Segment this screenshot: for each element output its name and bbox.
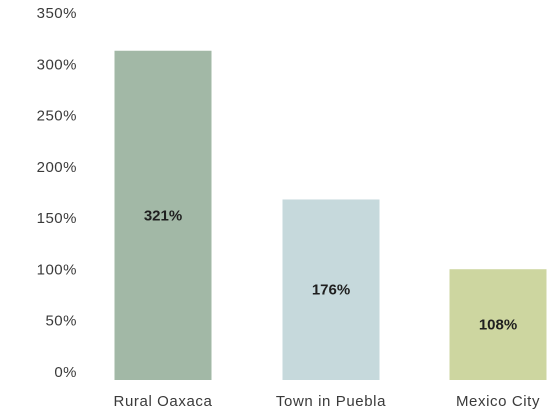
- y-tick-label: 150%: [37, 210, 77, 227]
- x-category-label: Rural Oaxaca: [114, 393, 213, 410]
- bar: [282, 199, 380, 380]
- y-tick-label: 100%: [37, 261, 77, 278]
- x-category-label: Mexico City: [456, 393, 540, 410]
- bar: [114, 50, 212, 380]
- bar: [449, 269, 547, 380]
- y-tick-label: 200%: [37, 159, 77, 176]
- bar-value-label: 108%: [479, 317, 517, 334]
- y-tick-label: 250%: [37, 108, 77, 125]
- y-axis: 0% 50% 100% 150% 200% 250% 300% 350%: [37, 5, 77, 381]
- y-tick-label: 300%: [37, 56, 77, 73]
- bar-value-label: 176%: [312, 282, 350, 299]
- y-tick-label: 350%: [37, 5, 77, 22]
- x-axis: Rural Oaxaca Town in Puebla Mexico City: [114, 393, 540, 410]
- y-tick-label: 50%: [45, 313, 77, 330]
- bars: 321% 176% 108%: [114, 50, 547, 380]
- bar-value-label: 321%: [144, 207, 182, 224]
- x-category-label: Town in Puebla: [276, 393, 386, 410]
- y-tick-label: 0%: [54, 364, 77, 381]
